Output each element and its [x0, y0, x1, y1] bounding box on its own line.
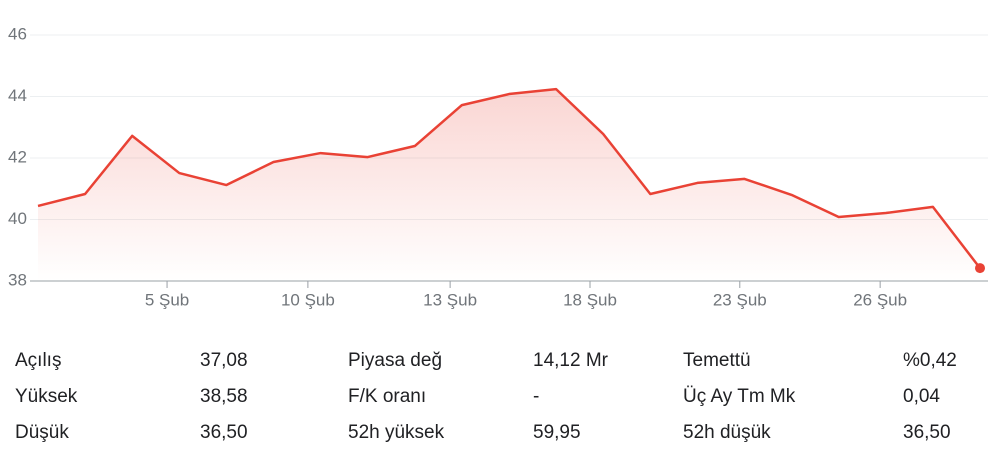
- stat-label: 52h yüksek: [348, 422, 445, 443]
- x-tick-label: 13 Şub: [423, 290, 477, 309]
- stat-label: Üç Ay Tm Mk: [683, 386, 796, 407]
- stat-value: 59,95: [533, 422, 581, 443]
- stat-label: Yüksek: [15, 386, 78, 407]
- y-tick-label: 40: [8, 209, 27, 228]
- stat-value: 36,50: [903, 422, 951, 443]
- stat-label: F/K oranı: [348, 386, 426, 407]
- stat-label: Temettü: [683, 350, 751, 371]
- stat-label: Düşük: [15, 422, 69, 443]
- area: [38, 89, 980, 282]
- stat-value: 37,08: [200, 350, 248, 371]
- x-tick-label: 10 Şub: [281, 290, 335, 309]
- x-tick-label: 5 Şub: [145, 290, 189, 309]
- stat-value: 14,12 Mr: [533, 350, 609, 371]
- stat-label: 52h düşük: [683, 422, 771, 443]
- stat-value: %0,42: [903, 350, 957, 371]
- y-tick-label: 46: [8, 24, 27, 43]
- stat-value: 0,04: [903, 386, 940, 407]
- stat-label: Açılış: [15, 350, 61, 371]
- stat-label: Piyasa değ: [348, 350, 442, 371]
- x-tick-label: 26 Şub: [853, 290, 907, 309]
- stat-value: 36,50: [200, 422, 248, 443]
- y-tick-label: 42: [8, 147, 27, 166]
- stat-value: 38,58: [200, 386, 248, 407]
- x-tick-label: 23 Şub: [713, 290, 767, 309]
- last-point: [975, 263, 985, 274]
- y-tick-label: 44: [8, 86, 27, 105]
- stat-value: -: [533, 386, 539, 407]
- price-line: [37, 87, 981, 269]
- y-tick-label: 38: [8, 270, 27, 289]
- x-tick-label: 18 Şub: [563, 290, 617, 309]
